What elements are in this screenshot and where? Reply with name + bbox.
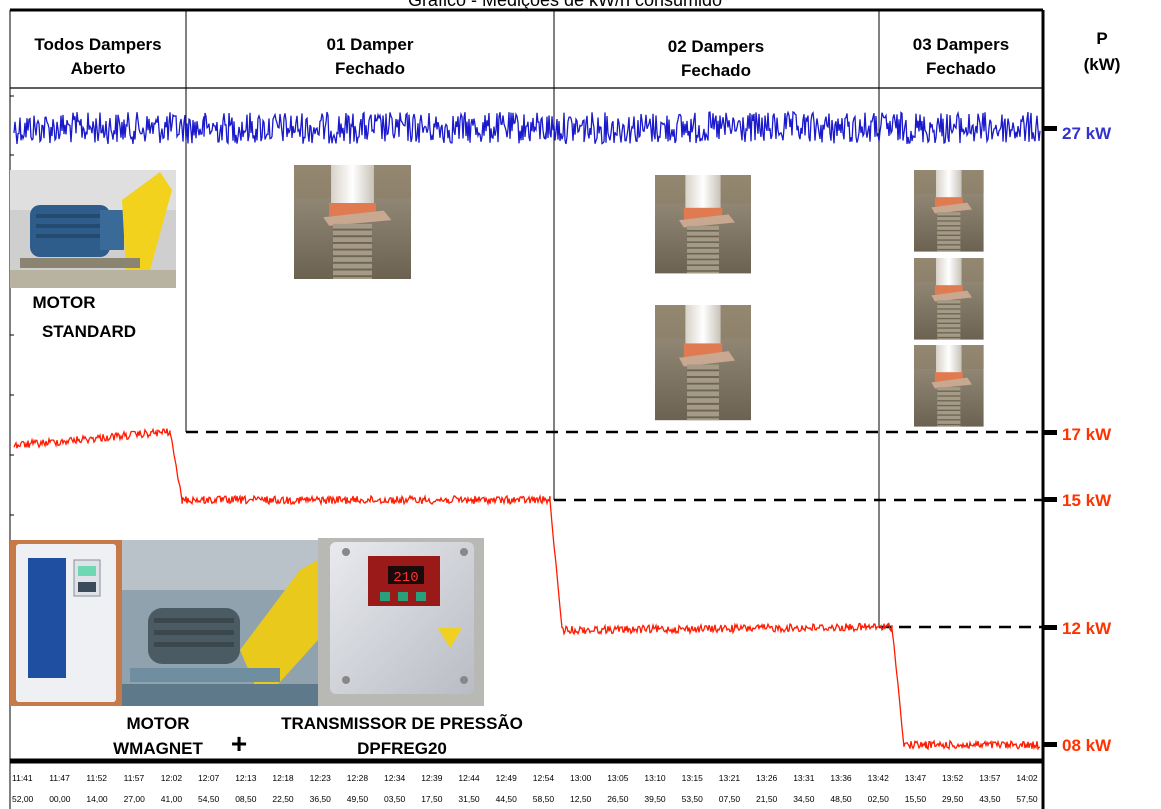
x-tick-time: 11:57 — [124, 773, 145, 783]
caption-motor-standard-line1: MOTOR — [33, 293, 96, 312]
x-tick-sub: 57,50 — [1016, 794, 1038, 804]
caption-motor-wmagnet-line1: MOTOR — [127, 714, 190, 733]
x-tick-time: 11:52 — [86, 773, 107, 783]
x-tick-sub: 43,50 — [979, 794, 1001, 804]
x-tick-sub: 02,50 — [868, 794, 890, 804]
x-tick-time: 12:39 — [421, 773, 443, 783]
x-tick-sub: 15,50 — [905, 794, 927, 804]
power-label-12kw: 12 kW — [1062, 619, 1112, 638]
svg-text:210: 210 — [393, 570, 418, 586]
x-tick-sub: 31,50 — [458, 794, 480, 804]
header-phase-2-line1: 01 Damper — [327, 35, 414, 54]
photo-damper-phase3-a — [654, 174, 752, 275]
x-tick-sub: 41,00 — [161, 794, 183, 804]
caption-motor-standard-line2: STANDARD — [42, 322, 136, 341]
photo-damper-phase4-a — [913, 169, 985, 253]
power-label-15kw: 15 kW — [1062, 491, 1112, 510]
x-tick-sub: 36,50 — [310, 794, 332, 804]
x-tick-sub: 52,00 — [12, 794, 34, 804]
x-tick-sub: 58,50 — [533, 794, 555, 804]
photo-damper-phase4-c — [913, 344, 985, 428]
x-tick-sub: 27,00 — [124, 794, 146, 804]
x-tick-time: 13:15 — [682, 773, 704, 783]
x-tick-time: 12:07 — [198, 773, 220, 783]
x-tick-time: 12:28 — [347, 773, 369, 783]
x-tick-sub: 12,50 — [570, 794, 592, 804]
x-tick-sub: 49,50 — [347, 794, 369, 804]
photo-inverter — [10, 540, 122, 706]
x-tick-sub: 08,50 — [235, 794, 257, 804]
x-tick-time: 12:34 — [384, 773, 406, 783]
x-tick-sub: 22,50 — [272, 794, 294, 804]
caption-transmissor-line2: DPFREG20 — [357, 739, 447, 758]
x-tick-sub: 14,00 — [86, 794, 108, 804]
header-power-line1: P — [1096, 29, 1107, 48]
x-tick-sub: 39,50 — [644, 794, 666, 804]
caption-transmissor-line1: TRANSMISSOR DE PRESSÃO — [281, 713, 523, 733]
photo-motor-standard — [10, 170, 176, 288]
x-tick-time: 12:02 — [161, 773, 183, 783]
photo-damper-phase2 — [293, 164, 412, 280]
header-phase-4-line2: Fechado — [926, 59, 996, 78]
x-tick-labels-sub: 52,00 00,00 14,00 27,00 41,00 54,50 08,50 22,50… — [12, 794, 1038, 804]
x-tick-time: 11:41 — [12, 773, 33, 783]
power-label-08kw: 08 kW — [1062, 736, 1112, 755]
x-tick-time: 13:00 — [570, 773, 592, 783]
x-tick-sub: 00,00 — [49, 794, 71, 804]
x-tick-time: 12:44 — [458, 773, 480, 783]
chart-title: Gráfico - Medições de kW/h consumido — [408, 0, 722, 10]
header-phase-1-line1: Todos Dampers — [34, 35, 161, 54]
photo-damper-phase3-b — [654, 304, 752, 422]
photo-pressure-transmitter: 210 — [318, 538, 484, 706]
x-tick-sub: 54,50 — [198, 794, 220, 804]
header-power-line2: (kW) — [1084, 55, 1121, 74]
photo-motor-wmagnet — [122, 540, 318, 706]
x-tick-time: 13:36 — [830, 773, 852, 783]
x-tick-time: 12:18 — [272, 773, 294, 783]
x-tick-sub: 26,50 — [607, 794, 629, 804]
caption-plus: + — [231, 728, 247, 759]
photo-damper-phase4-b — [913, 257, 985, 341]
x-tick-time: 12:13 — [235, 773, 257, 783]
x-tick-time: 13:47 — [905, 773, 927, 783]
header-phase-4-line1: 03 Dampers — [913, 35, 1009, 54]
x-tick-time: 12:49 — [496, 773, 518, 783]
x-tick-sub: 48,50 — [830, 794, 852, 804]
x-tick-time: 13:05 — [607, 773, 629, 783]
x-tick-time: 14:02 — [1016, 773, 1038, 783]
x-tick-time: 11:47 — [49, 773, 70, 783]
x-tick-sub: 53,50 — [682, 794, 704, 804]
caption-motor-wmagnet-line2: WMAGNET — [113, 739, 203, 758]
x-tick-time: 13:10 — [644, 773, 666, 783]
x-tick-time: 12:23 — [310, 773, 332, 783]
x-tick-time: 13:57 — [979, 773, 1001, 783]
header-phase-3-line1: 02 Dampers — [668, 37, 764, 56]
x-tick-time: 13:21 — [719, 773, 741, 783]
x-tick-sub: 29,50 — [942, 794, 964, 804]
header-phase-1-line2: Aberto — [71, 59, 126, 78]
x-tick-sub: 34,50 — [793, 794, 815, 804]
x-tick-sub: 21,50 — [756, 794, 778, 804]
x-tick-sub: 07,50 — [719, 794, 741, 804]
x-tick-sub: 03,50 — [384, 794, 406, 804]
x-tick-sub: 17,50 — [421, 794, 443, 804]
x-tick-time: 12:54 — [533, 773, 555, 783]
power-label-17kw: 17 kW — [1062, 425, 1112, 444]
x-tick-sub: 44,50 — [496, 794, 518, 804]
header-phase-3-line2: Fechado — [681, 61, 751, 80]
x-tick-labels-time: 11:41 11:47 11:52 11:57 12:02 12:07 12:13 12:18… — [12, 773, 1038, 783]
header-phase-2-line2: Fechado — [335, 59, 405, 78]
x-tick-time: 13:26 — [756, 773, 778, 783]
series-motor-wmagnet — [13, 427, 1041, 751]
power-ticks — [1043, 126, 1057, 747]
x-tick-time: 13:52 — [942, 773, 964, 783]
x-tick-time: 13:42 — [868, 773, 890, 783]
series-motor-standard — [13, 110, 1041, 145]
x-tick-time: 13:31 — [793, 773, 815, 783]
power-label-27kw: 27 kW — [1062, 124, 1112, 143]
